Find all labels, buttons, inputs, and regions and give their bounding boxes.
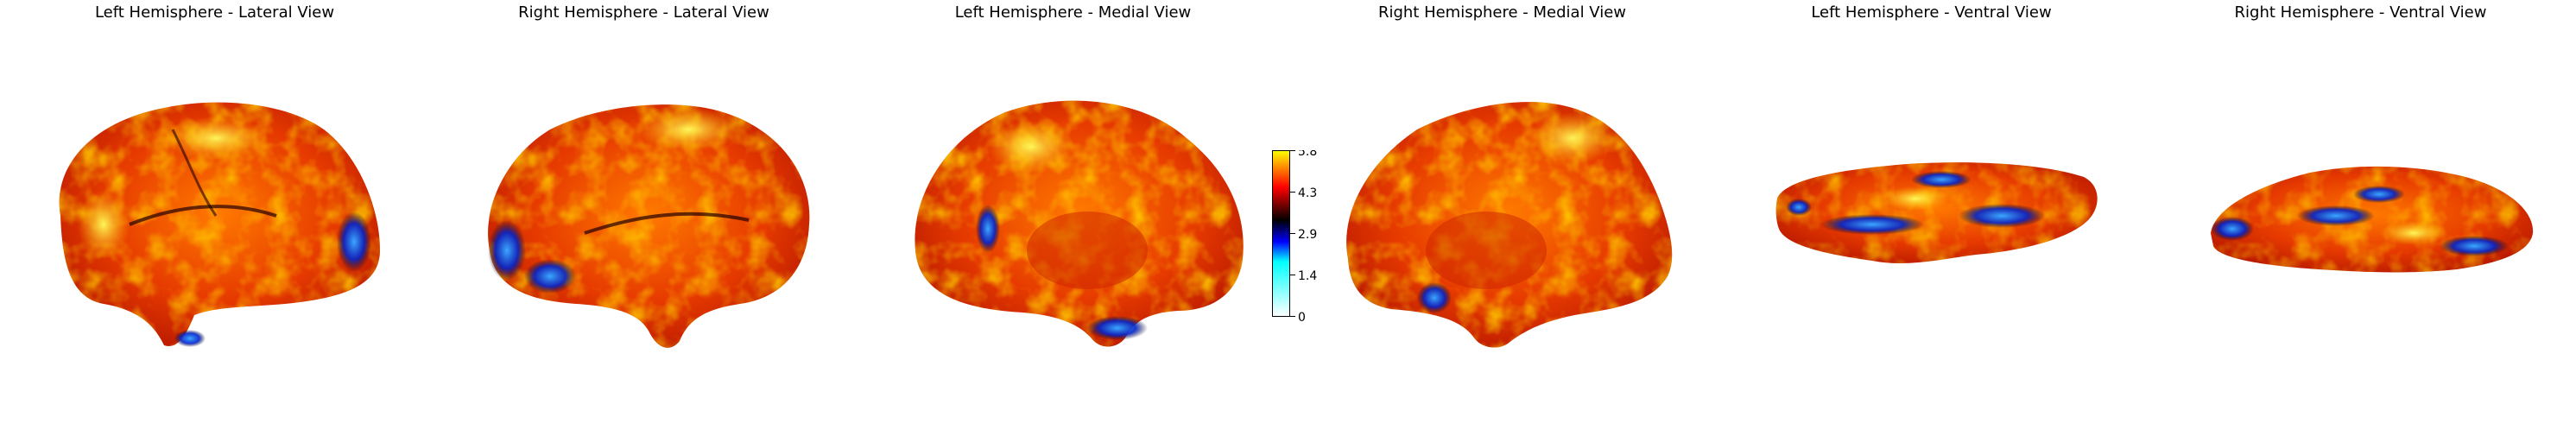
panel-title: Left Hemisphere - Ventral View <box>1811 3 2052 22</box>
panel-right-lateral: Right Hemisphere - Lateral View <box>429 0 858 442</box>
colorbar-gradient <box>1272 150 1290 317</box>
brain-right-lateral-image <box>488 104 810 348</box>
panel-title: Right Hemisphere - Medial View <box>1377 3 1627 22</box>
panel-title: Right Hemisphere - Ventral View <box>2234 3 2487 22</box>
panel-title: Right Hemisphere - Lateral View <box>518 3 769 22</box>
brain-left-medial-image <box>915 100 1244 347</box>
panel-right-ventral: Right Hemisphere - Ventral View <box>2146 0 2575 442</box>
brain-right-ventral-image <box>2211 166 2534 273</box>
panel-left-medial: Left Hemisphere - Medial View <box>858 0 1288 442</box>
panel-title: Left Hemisphere - Medial View <box>954 3 1192 22</box>
brain-left-ventral-image <box>1775 162 2098 263</box>
panel-title: Left Hemisphere - Lateral View <box>94 3 335 22</box>
colorbar-tick-label: 4.3 <box>1298 186 1317 200</box>
panel-left-lateral: Left Hemisphere - Lateral View <box>0 0 429 442</box>
colorbar-tick-label: 0 <box>1298 311 1306 323</box>
panel-right-medial: Right Hemisphere - Medial View <box>1288 0 1717 442</box>
panel-left-ventral: Left Hemisphere - Ventral View <box>1717 0 2146 442</box>
brain-left-lateral-image <box>59 102 381 347</box>
colorbar-tick-label: 1.4 <box>1298 269 1317 283</box>
colorbar-tick-label: 2.9 <box>1298 228 1317 242</box>
brain-right-medial-image <box>1346 102 1673 348</box>
